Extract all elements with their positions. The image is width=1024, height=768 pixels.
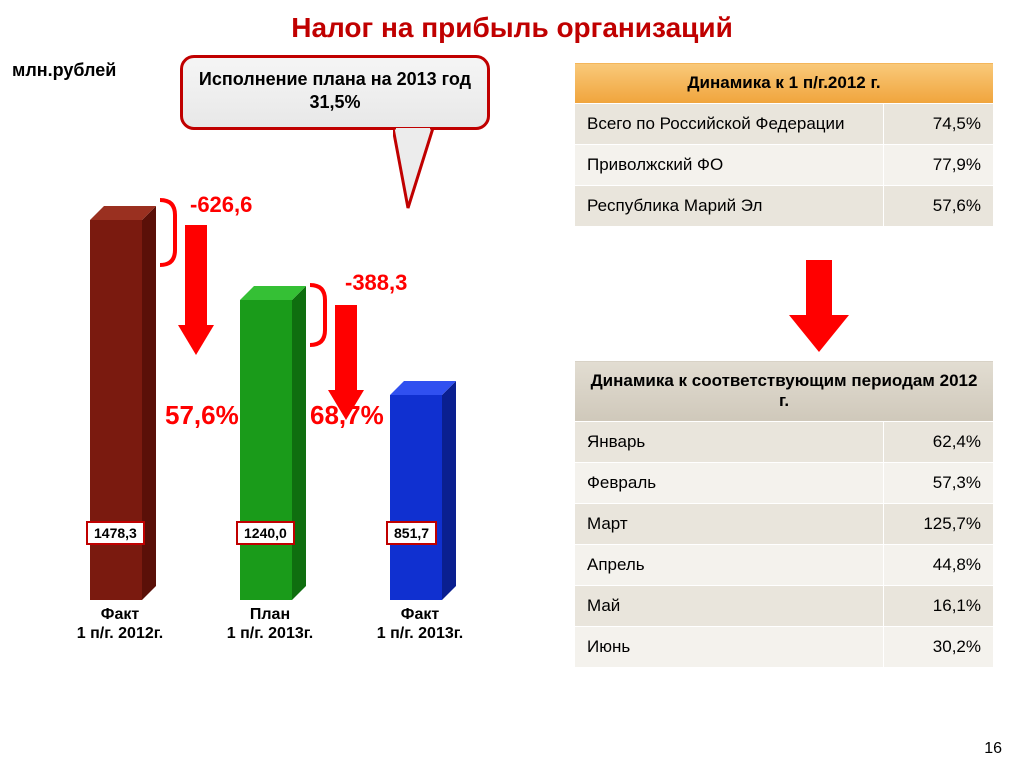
table2-header: Динамика к соответствующим периодам 2012… xyxy=(575,361,994,422)
table2-cell: Апрель xyxy=(575,545,884,586)
table2-cell: Февраль xyxy=(575,463,884,504)
table1-cell: 77,9% xyxy=(884,145,994,186)
category-label-1: План1 п/г. 2013г. xyxy=(200,605,340,643)
delta-label-0: -626,6 xyxy=(190,192,252,218)
plan-execution-bubble: Исполнение плана на 2013 год 31,5% xyxy=(180,55,490,130)
bar-value-label-1: 1240,0 xyxy=(236,521,295,545)
table2-cell: 44,8% xyxy=(884,545,994,586)
category-label-2: Факт1 п/г. 2013г. xyxy=(350,605,490,643)
dynamics-region-table: Динамика к 1 п/г.2012 г. Всего по Россий… xyxy=(574,62,994,227)
table2-cell: 16,1% xyxy=(884,586,994,627)
table2-cell: Июнь xyxy=(575,627,884,668)
bar-value-label-2: 851,7 xyxy=(386,521,437,545)
table1-row: Приволжский ФО77,9% xyxy=(575,145,994,186)
page-title: Налог на прибыль организаций xyxy=(0,0,1024,44)
table2-row: Июнь30,2% xyxy=(575,627,994,668)
percent-label-1: 68,7% xyxy=(310,400,384,431)
table2-row: Март125,7% xyxy=(575,504,994,545)
table1-cell: Всего по Российской Федерации xyxy=(575,104,884,145)
table2-row: Апрель44,8% xyxy=(575,545,994,586)
slide-number: 16 xyxy=(984,740,1002,758)
table2-row: Май16,1% xyxy=(575,586,994,627)
table1-cell: 57,6% xyxy=(884,186,994,227)
table1-header: Динамика к 1 п/г.2012 г. xyxy=(575,63,994,104)
down-arrow-icon xyxy=(784,260,854,355)
y-axis-label: млн.рублей xyxy=(12,60,116,81)
table2-cell: Май xyxy=(575,586,884,627)
table1-row: Всего по Российской Федерации74,5% xyxy=(575,104,994,145)
category-label-0: Факт1 п/г. 2012г. xyxy=(50,605,190,643)
bar-value-label-0: 1478,3 xyxy=(86,521,145,545)
bubble-line2: 31,5% xyxy=(309,92,360,112)
table2-cell: Январь xyxy=(575,422,884,463)
table2-cell: 30,2% xyxy=(884,627,994,668)
delta-label-1: -388,3 xyxy=(345,270,407,296)
bubble-line1: Исполнение плана на 2013 год xyxy=(199,69,471,89)
table2-cell: 62,4% xyxy=(884,422,994,463)
table2-cell: 57,3% xyxy=(884,463,994,504)
table1-cell: 74,5% xyxy=(884,104,994,145)
table2-cell: 125,7% xyxy=(884,504,994,545)
table1-row: Республика Марий Эл57,6% xyxy=(575,186,994,227)
table2-cell: Март xyxy=(575,504,884,545)
table1-cell: Республика Марий Эл xyxy=(575,186,884,227)
bar-chart: 1478,3 1240,0 851,7 xyxy=(60,170,490,600)
dynamics-month-table: Динамика к соответствующим периодам 2012… xyxy=(574,360,994,668)
table2-row: Февраль57,3% xyxy=(575,463,994,504)
table2-row: Январь62,4% xyxy=(575,422,994,463)
percent-label-0: 57,6% xyxy=(165,400,239,431)
table1-cell: Приволжский ФО xyxy=(575,145,884,186)
